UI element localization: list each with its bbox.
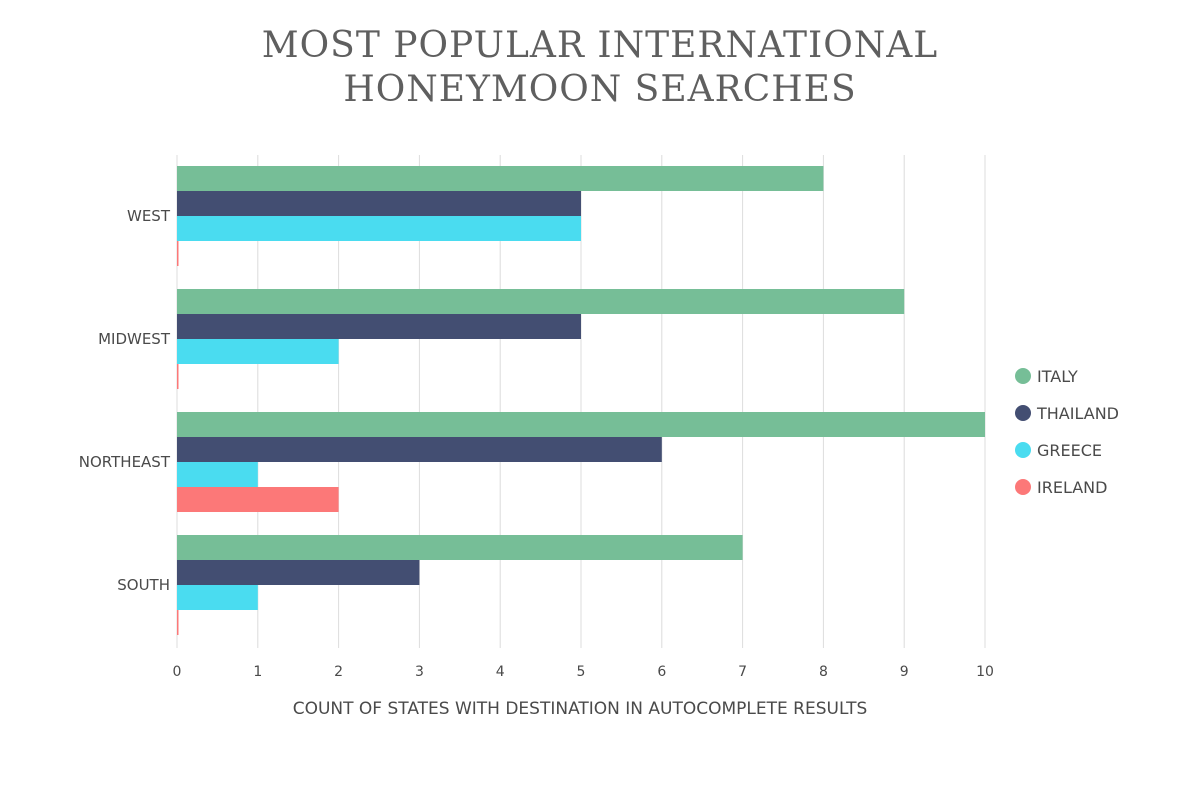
category-label-midwest: MIDWEST xyxy=(98,330,171,348)
bar-west-ireland xyxy=(177,241,179,266)
bar-northeast-ireland xyxy=(177,487,339,512)
bar-midwest-thailand xyxy=(177,314,581,339)
x-tick-label-6: 6 xyxy=(657,664,666,680)
bar-west-greece xyxy=(177,216,581,241)
x-tick-label-4: 4 xyxy=(496,664,505,680)
bar-northeast-thailand xyxy=(177,437,662,462)
axis-labels: 0 1 2 3 4 5 6 7 8 9 10 WEST MIDWEST NORTHEAST SOUTH xyxy=(79,207,994,680)
legend-label-italy: ITALY xyxy=(1037,367,1078,386)
bar-midwest-italy xyxy=(177,289,905,314)
category-label-south: SOUTH xyxy=(117,576,170,594)
legend-label-greece: GREECE xyxy=(1037,441,1102,460)
bar-south-ireland xyxy=(177,610,179,635)
x-tick-label-1: 1 xyxy=(253,664,262,680)
chart-title: MOST POPULAR INTERNATIONAL HONEYMOON SEA… xyxy=(0,24,1200,112)
bar-south-thailand xyxy=(177,560,420,585)
bars xyxy=(177,166,985,635)
legend: ITALY THAILAND GREECE IRELAND xyxy=(1015,367,1119,497)
x-tick-label-10: 10 xyxy=(976,664,994,680)
category-label-northeast: NORTHEAST xyxy=(79,453,171,471)
bar-northeast-greece xyxy=(177,462,258,487)
x-tick-label-9: 9 xyxy=(900,664,909,680)
legend-label-ireland: IRELAND xyxy=(1037,478,1107,497)
chart-title-line-1: MOST POPULAR INTERNATIONAL xyxy=(261,25,939,66)
legend-marker-ireland xyxy=(1015,479,1031,495)
legend-marker-greece xyxy=(1015,442,1031,458)
bar-northeast-italy xyxy=(177,412,985,437)
bar-midwest-greece xyxy=(177,339,339,364)
x-tick-label-2: 2 xyxy=(334,664,343,680)
x-axis-title: COUNT OF STATES WITH DESTINATION IN AUTO… xyxy=(293,699,868,719)
legend-marker-thailand xyxy=(1015,405,1031,421)
legend-label-thailand: THAILAND xyxy=(1036,404,1119,423)
x-tick-label-0: 0 xyxy=(173,664,182,680)
chart-title-line-2: HONEYMOON SEARCHES xyxy=(343,69,857,110)
category-label-west: WEST xyxy=(127,207,171,225)
bar-midwest-ireland xyxy=(177,364,179,389)
bar-south-italy xyxy=(177,535,743,560)
x-tick-label-7: 7 xyxy=(738,664,747,680)
x-tick-label-8: 8 xyxy=(819,664,828,680)
bar-west-italy xyxy=(177,166,824,191)
x-tick-label-3: 3 xyxy=(415,664,424,680)
x-tick-label-5: 5 xyxy=(577,664,586,680)
bar-west-thailand xyxy=(177,191,581,216)
bar-south-greece xyxy=(177,585,258,610)
legend-marker-italy xyxy=(1015,368,1031,384)
